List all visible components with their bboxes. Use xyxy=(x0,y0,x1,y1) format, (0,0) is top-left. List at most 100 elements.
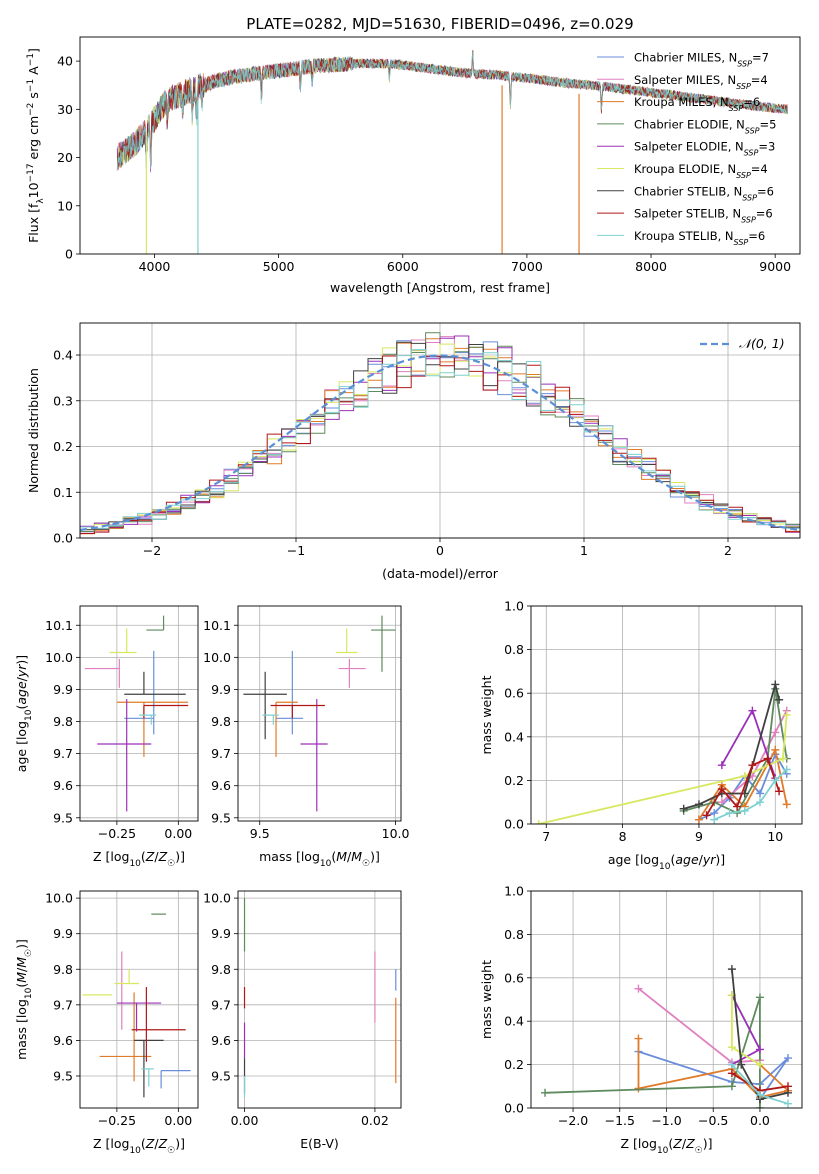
x-axis-label: Z [log10(Z/Z☉)] xyxy=(93,849,185,869)
mass-weight-marker xyxy=(775,787,784,796)
mass-weight-marker xyxy=(541,1088,550,1097)
plot-area xyxy=(82,913,191,1098)
y-tick-label: 0 xyxy=(65,247,73,262)
y-tick-label: 9.8 xyxy=(211,962,231,977)
y-tick-label: 0.6 xyxy=(504,686,524,701)
y-tick-label: 9.9 xyxy=(53,926,73,941)
legend-label: Kroupa STELIB, NSSP=6 xyxy=(634,229,765,247)
y-tick-label: 0.2 xyxy=(504,773,524,788)
y-tick-label: 0.6 xyxy=(504,970,524,985)
y-tick-label: 0.2 xyxy=(504,1057,524,1072)
mass-weight-marker xyxy=(783,1082,792,1091)
legend-label: Salpeter STELIB, NSSP=6 xyxy=(634,207,773,225)
mass-weight-marker xyxy=(756,798,765,807)
mass-weight-line xyxy=(721,708,777,779)
panel-mass-vs-Z: −0.25 0.00 9.5 9.6 9.7 9.8 9.9 10.0 Z [log10(Z/Z… xyxy=(14,890,199,1156)
mass-weight-marker xyxy=(783,1099,792,1108)
x-axis-label: Z [log10(Z/Z☉)] xyxy=(93,1136,185,1156)
mass-weight-marker xyxy=(755,993,764,1002)
mass-weight-marker xyxy=(702,811,711,820)
axes-frame xyxy=(79,605,199,822)
mass-weight-marker xyxy=(763,754,772,763)
mass-weight-marker xyxy=(679,804,688,813)
y-tick-label: 40 xyxy=(57,54,73,69)
mass-weight-marker xyxy=(778,754,787,763)
y-axis-label: mass weight xyxy=(479,675,494,754)
mass-weight-marker xyxy=(771,728,780,737)
x-tick-label: 8000 xyxy=(635,259,667,274)
mass-weight-marker xyxy=(534,820,543,824)
x-tick-label: 7000 xyxy=(511,259,543,274)
y-axis-label: mass [log10(M/M☉)] xyxy=(14,939,34,1060)
y-tick-label: 9.7 xyxy=(53,997,73,1012)
y-tick-label: 9.8 xyxy=(53,962,73,977)
mass-weight-marker xyxy=(694,815,703,824)
y-tick-label: 9.9 xyxy=(211,682,231,697)
y-axis-label: age [log10(age/yr)] xyxy=(14,655,34,772)
y-tick-label: 0.4 xyxy=(504,1014,524,1029)
x-tick-label: −0.5 xyxy=(698,1113,728,1128)
x-tick-label: 0.02 xyxy=(361,1113,389,1128)
mass-weight-line xyxy=(637,987,760,1064)
y-tick-label: 30 xyxy=(57,102,73,117)
legend-label: Chabrier ELODIE, NSSP=5 xyxy=(634,117,776,135)
x-tick-label: 10 xyxy=(767,829,783,844)
x-tick-label: 0.00 xyxy=(231,1113,259,1128)
mass-weight-marker xyxy=(755,1060,764,1069)
y-tick-label: 10.0 xyxy=(203,650,231,665)
x-tick-label: −1 xyxy=(287,543,305,558)
legend-label: Chabrier MILES, NSSP=7 xyxy=(634,51,769,69)
mass-weight-marker xyxy=(740,806,749,815)
y-tick-label: 9.6 xyxy=(53,1033,73,1048)
y-tick-label: 9.7 xyxy=(211,997,231,1012)
grid-lines xyxy=(531,890,802,1109)
mass-weight-line xyxy=(544,997,761,1108)
y-tick-label: 9.9 xyxy=(53,682,73,697)
plot-area xyxy=(84,615,189,812)
y-tick-label: 9.8 xyxy=(53,714,73,729)
x-tick-label: 1 xyxy=(580,543,588,558)
x-tick-label: 0.00 xyxy=(164,1113,192,1128)
x-tick-label: 5000 xyxy=(263,259,295,274)
x-tick-label: −1.5 xyxy=(605,1113,635,1128)
mass-weight-marker xyxy=(634,1034,643,1043)
plot-area xyxy=(243,615,396,812)
mass-weight-marker xyxy=(748,706,757,715)
panel-mass-weight-vs-age: 7 8 9 10 0.0 0.2 0.4 0.6 0.8 1.0 age [log10(age/yr… xyxy=(479,599,803,872)
mass-weight-marker xyxy=(782,765,791,774)
y-tick-label: 9.6 xyxy=(53,778,73,793)
mass-weight-marker xyxy=(717,761,726,770)
x-axis-label: Z [log10(Z/Z☉)] xyxy=(620,1136,712,1156)
mass-weight-marker xyxy=(727,1060,736,1069)
y-tick-label: 9.5 xyxy=(211,810,231,825)
x-tick-label: 9.5 xyxy=(250,826,270,841)
x-axis-label: E(B-V) xyxy=(300,1136,339,1151)
panel-mass-weight-vs-Z: −2.0 −1.5 −1.0 −0.5 0.0 0.0 0.2 0.4 0.6 0.8 1.0 Z [… xyxy=(479,884,803,1156)
panel-age-vs-Z: −0.25 0.00 9.5 9.6 9.7 9.8 9.9 10.0 10.1 Z [log10… xyxy=(14,605,199,869)
y-tick-label: 0.4 xyxy=(504,729,524,744)
x-axis-label: (data-model)/error xyxy=(382,566,499,581)
panel-age-vs-mass: 9.5 10.0 9.5 9.6 9.7 9.8 9.9 10.0 10.1 mass [log1… xyxy=(203,605,410,869)
figure-title: PLATE=0282, MJD=51630, FIBERID=0496, z=0… xyxy=(246,15,633,33)
mass-weight-marker xyxy=(710,815,719,824)
mass-weight-marker xyxy=(771,776,780,785)
grid-lines xyxy=(238,891,401,1108)
grid-lines xyxy=(80,891,198,1108)
y-tick-label: 10.0 xyxy=(203,891,231,906)
mass-weight-marker xyxy=(727,1043,736,1052)
y-tick-label: 0.0 xyxy=(53,531,73,546)
x-tick-label: 0.0 xyxy=(750,1113,770,1128)
x-axis-label: age [log10(age/yr)] xyxy=(608,852,725,872)
mass-weight-marker xyxy=(727,1069,736,1078)
legend-label: Kroupa ELODIE, NSSP=4 xyxy=(634,162,768,180)
x-tick-label: 7 xyxy=(542,829,550,844)
plot-area xyxy=(80,332,800,538)
mass-weight-marker xyxy=(727,965,736,974)
mass-weight-marker xyxy=(737,1060,746,1069)
mass-weight-marker xyxy=(717,785,726,794)
panel-spectrum: 4000 5000 6000 7000 8000 9000 0 10 20 30 40 wavelen… xyxy=(26,36,801,295)
x-tick-label: 0 xyxy=(436,543,444,558)
mass-weight-marker xyxy=(755,1090,764,1099)
x-tick-label: −0.25 xyxy=(98,1113,136,1128)
